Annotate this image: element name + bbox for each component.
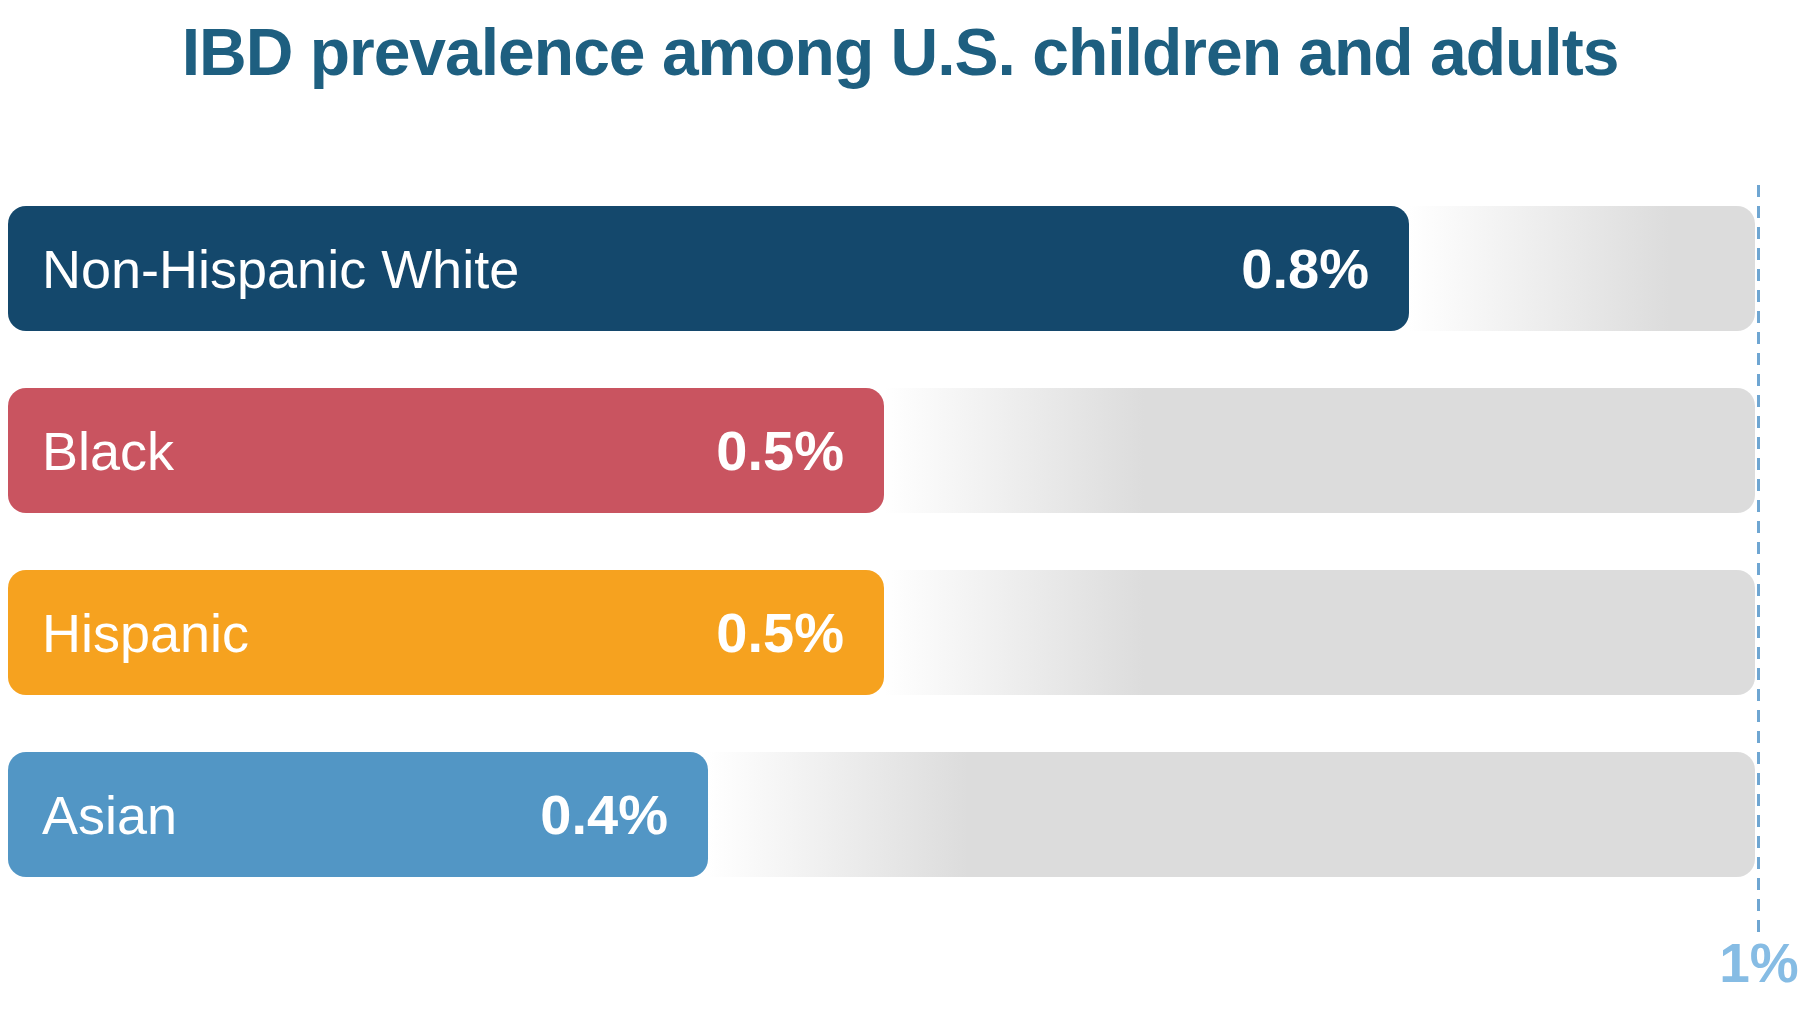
bar-row-non-hispanic-white: Non-Hispanic White 0.8% — [8, 206, 1755, 331]
bar-value-label: 0.8% — [1241, 236, 1369, 301]
bar-category-label: Non-Hispanic White — [42, 238, 519, 300]
bar-category-label: Hispanic — [42, 602, 249, 664]
bar-category-label: Asian — [42, 784, 177, 846]
ibd-prevalence-chart: IBD prevalence among U.S. children and a… — [0, 0, 1800, 1013]
one-percent-reference-line — [1757, 185, 1760, 940]
bar: Non-Hispanic White 0.8% — [8, 206, 1409, 331]
bar: Asian 0.4% — [8, 752, 708, 877]
bar-value-label: 0.5% — [716, 600, 844, 665]
bar: Hispanic 0.5% — [8, 570, 884, 695]
bar-value-label: 0.5% — [716, 418, 844, 483]
axis-max-label: 1% — [1719, 936, 1799, 991]
bar-value-label: 0.4% — [540, 782, 668, 847]
chart-title: IBD prevalence among U.S. children and a… — [0, 14, 1800, 90]
bar-row-black: Black 0.5% — [8, 388, 1755, 513]
bar-category-label: Black — [42, 420, 174, 482]
bar: Black 0.5% — [8, 388, 884, 513]
bar-row-asian: Asian 0.4% — [8, 752, 1755, 877]
bar-row-hispanic: Hispanic 0.5% — [8, 570, 1755, 695]
